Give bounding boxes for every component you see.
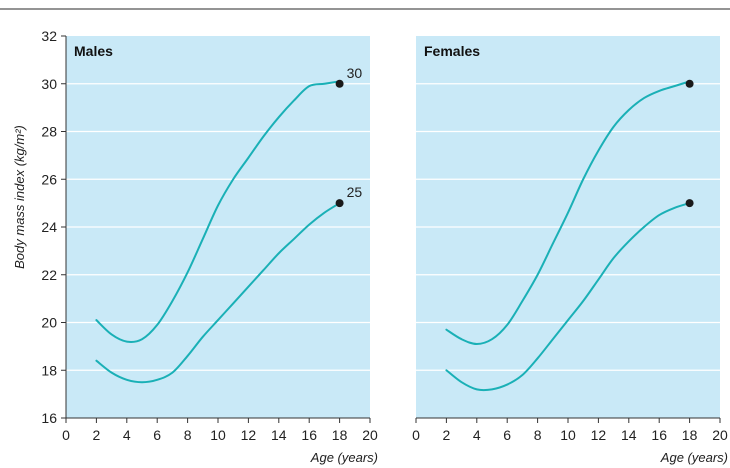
endpoint-label: 30	[347, 65, 363, 81]
x-tick-label: 10	[560, 427, 576, 443]
panel-title: Males	[74, 43, 113, 59]
x-tick-label: 18	[332, 427, 348, 443]
x-tick-label: 2	[93, 427, 101, 443]
y-tick-label: 24	[41, 219, 57, 235]
x-tick-label: 6	[153, 427, 161, 443]
x-tick-label: 8	[184, 427, 192, 443]
endpoint-marker	[335, 199, 344, 208]
y-tick-label: 32	[41, 28, 57, 44]
x-tick-label: 12	[241, 427, 257, 443]
x-tick-label: 4	[123, 427, 131, 443]
y-tick-label: 28	[41, 124, 57, 140]
x-tick-label: 12	[591, 427, 607, 443]
x-tick-label: 4	[473, 427, 481, 443]
x-tick-label: 16	[301, 427, 317, 443]
x-tick-label: 6	[503, 427, 511, 443]
bmi-25-curve	[95, 202, 341, 384]
y-tick-label: 30	[41, 76, 57, 92]
x-tick-label: 2	[443, 427, 451, 443]
y-axis-title: Body mass index (kg/m²)	[12, 125, 27, 269]
x-tick-label: 0	[62, 427, 70, 443]
y-tick-label: 18	[41, 362, 57, 378]
bmi-30-curve	[445, 80, 691, 345]
endpoint-marker	[685, 79, 694, 88]
x-tick-label: 10	[210, 427, 226, 443]
x-tick-label: 20	[712, 427, 728, 443]
x-axis-title: Age (years)	[310, 450, 378, 465]
x-tick-label: 16	[651, 427, 667, 443]
y-tick-label: 20	[41, 315, 57, 331]
endpoint-marker	[335, 79, 344, 88]
y-tick-label: 16	[41, 410, 57, 426]
endpoint-marker	[685, 199, 694, 208]
bmi-25-curve	[445, 202, 691, 392]
x-tick-label: 8	[534, 427, 542, 443]
y-tick-label: 22	[41, 267, 57, 283]
x-tick-label: 20	[362, 427, 378, 443]
males-panel: 0 2 4 6 8 10 12 14 16 18 20161820222426283032Body …	[12, 28, 378, 465]
x-tick-label: 0	[412, 427, 420, 443]
x-tick-label: 18	[682, 427, 698, 443]
y-tick-label: 26	[41, 171, 57, 187]
x-tick-label: 14	[621, 427, 637, 443]
panel-title: Females	[424, 43, 480, 59]
endpoint-label: 25	[347, 184, 363, 200]
x-axis-title: Age (years)	[660, 450, 728, 465]
bmi-30-curve	[95, 80, 341, 343]
x-tick-label: 14	[271, 427, 287, 443]
females-panel: 0 2 4 6 8 10 12 14 16 18 20 Age (years) Females	[412, 36, 728, 465]
